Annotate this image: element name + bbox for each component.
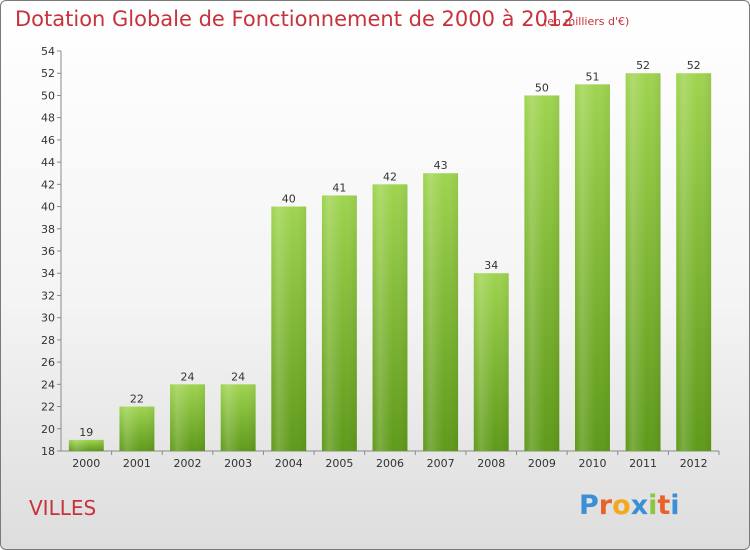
commune-name: VILLES	[29, 496, 97, 520]
logo-letter: t	[657, 490, 671, 521]
data-label-2005: 41	[332, 181, 346, 194]
y-tick-label: 28	[41, 334, 55, 347]
bars	[68, 73, 712, 452]
axes: 18 20 22 24 26 28 30 32 34 36 38 40 42 44 46 48 50 52 54 20…	[41, 45, 720, 470]
y-tick-label: 26	[41, 356, 55, 369]
data-label-2008: 34	[484, 259, 498, 272]
data-label-2006: 42	[383, 170, 397, 183]
y-tick-label: 18	[41, 445, 55, 458]
x-tick-label-2010: 2010	[578, 457, 606, 470]
bar-shine-2012	[676, 73, 712, 451]
x-tick-label-2003: 2003	[224, 457, 252, 470]
data-label-2011: 52	[636, 59, 650, 72]
x-tick-label-2009: 2009	[528, 457, 556, 470]
bar-shine-2009	[524, 95, 560, 451]
x-tick-label-2004: 2004	[275, 457, 303, 470]
y-tick-label: 36	[41, 245, 55, 258]
bar-shine-2005	[321, 195, 357, 451]
bar-shine-2003	[220, 384, 256, 451]
x-tick-label-2008: 2008	[477, 457, 505, 470]
bar-shine-2002	[170, 384, 206, 451]
x-tick-label-2012: 2012	[680, 457, 708, 470]
logo-letter: P	[579, 490, 599, 521]
bar-shine-2004	[271, 206, 307, 451]
x-tick-label-2001: 2001	[123, 457, 151, 470]
logo-letter: i	[670, 490, 680, 521]
data-label-2012: 52	[687, 59, 701, 72]
y-tick-label: 24	[41, 378, 55, 391]
bar-shine-2010	[574, 84, 610, 451]
y-tick-label: 34	[41, 267, 55, 280]
x-tick-label-2005: 2005	[325, 457, 353, 470]
y-tick-label: 20	[41, 423, 55, 436]
data-label-2002: 24	[181, 370, 195, 383]
y-tick-label: 50	[41, 89, 55, 102]
data-label-2000: 19	[79, 426, 93, 439]
y-tick-label: 30	[41, 312, 55, 325]
y-tick-label: 48	[41, 112, 55, 125]
y-tick-label: 46	[41, 134, 55, 147]
logo-letter: r	[598, 490, 613, 521]
data-label-2004: 40	[282, 193, 296, 206]
data-label-2003: 24	[231, 370, 245, 383]
logo-letter: i	[648, 490, 658, 521]
x-tick-label-2002: 2002	[174, 457, 202, 470]
y-tick-label: 22	[41, 401, 55, 414]
logo-letter: o	[612, 490, 631, 521]
data-label-2001: 22	[130, 393, 144, 406]
y-tick-label: 40	[41, 201, 55, 214]
y-tick-label: 32	[41, 289, 55, 302]
x-tick-label-2007: 2007	[427, 457, 455, 470]
y-tick-label: 42	[41, 178, 55, 191]
x-tick-label-2011: 2011	[629, 457, 657, 470]
logo-letter: x	[630, 490, 649, 521]
bar-shine-2007	[423, 173, 459, 451]
data-labels: 19 22 24 24 40 41 42 43 34 50 51 52 52	[79, 59, 700, 439]
x-tick-label-2000: 2000	[72, 457, 100, 470]
data-label-2007: 43	[434, 159, 448, 172]
bar-shine-2000	[68, 439, 104, 451]
data-label-2010: 51	[585, 70, 599, 83]
x-tick-label-2006: 2006	[376, 457, 404, 470]
bar-shine-2011	[625, 73, 661, 451]
bar-shine-2008	[473, 273, 509, 451]
y-tick-label: 44	[41, 156, 55, 169]
y-tick-label: 38	[41, 223, 55, 236]
bar-shine-2006	[372, 184, 408, 452]
chart-title: Dotation Globale de Fonctionnement de 20…	[15, 7, 575, 31]
proxiti-logo: Proxiti	[579, 490, 680, 521]
chart-unit: (en milliers d'€)	[543, 15, 630, 28]
y-tick-label: 54	[41, 45, 55, 58]
bar-shine-2001	[119, 406, 155, 451]
data-label-2009: 50	[535, 81, 549, 94]
y-tick-label: 52	[41, 67, 55, 80]
